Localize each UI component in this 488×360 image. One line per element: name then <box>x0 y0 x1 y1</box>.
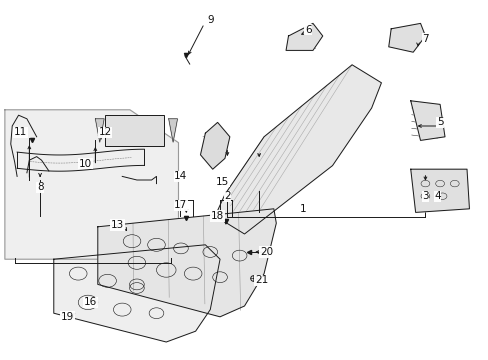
Text: 2: 2 <box>224 191 230 201</box>
Text: 21: 21 <box>254 275 268 285</box>
Polygon shape <box>95 119 104 142</box>
Text: 18: 18 <box>210 211 224 221</box>
Polygon shape <box>285 23 322 50</box>
Text: 7: 7 <box>421 34 428 44</box>
Text: 17: 17 <box>174 200 187 210</box>
Polygon shape <box>388 23 425 52</box>
Polygon shape <box>54 245 220 342</box>
Text: 4: 4 <box>433 191 440 201</box>
Text: 3: 3 <box>421 191 428 201</box>
Polygon shape <box>410 169 468 212</box>
Polygon shape <box>98 209 276 317</box>
Polygon shape <box>410 101 444 140</box>
Text: 10: 10 <box>79 159 92 169</box>
Text: 6: 6 <box>304 24 311 35</box>
Polygon shape <box>168 119 177 142</box>
Text: 15: 15 <box>215 177 229 187</box>
Text: 1: 1 <box>299 204 306 214</box>
Text: 5: 5 <box>436 117 443 127</box>
Polygon shape <box>215 65 381 234</box>
Text: 12: 12 <box>98 127 112 138</box>
Polygon shape <box>5 110 178 259</box>
Text: 13: 13 <box>110 220 124 230</box>
Text: 14: 14 <box>174 171 187 181</box>
Text: 8: 8 <box>37 182 43 192</box>
Text: 19: 19 <box>61 312 74 322</box>
Bar <box>105 115 163 146</box>
Text: 11: 11 <box>14 127 27 138</box>
Polygon shape <box>200 122 229 169</box>
Text: 16: 16 <box>83 297 97 307</box>
Text: 20: 20 <box>260 247 272 257</box>
Text: 9: 9 <box>206 15 213 25</box>
